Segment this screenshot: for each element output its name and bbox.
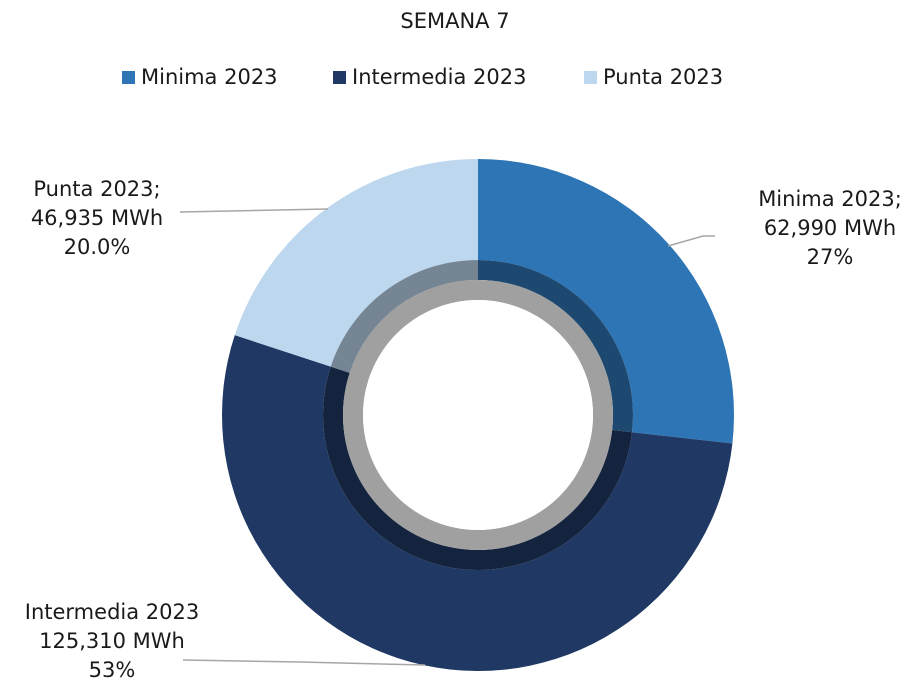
legend-label: Intermedia 2023 <box>352 65 526 89</box>
legend-label: Punta 2023 <box>603 65 723 89</box>
data-label-name: Intermedia 2023 <box>25 600 199 624</box>
legend-swatch <box>333 71 346 84</box>
data-label-name: Punta 2023; <box>33 177 160 201</box>
leader-line <box>668 236 715 246</box>
data-label-value: 125,310 MWh <box>39 629 185 653</box>
leader-line <box>180 209 328 212</box>
data-label-value: 46,935 MWh <box>31 206 163 230</box>
legend-swatch <box>584 71 597 84</box>
data-label-percent: 27% <box>807 245 854 269</box>
legend-label: Minima 2023 <box>141 65 278 89</box>
page: {"chart_data": { "type": "donut", "title… <box>0 0 911 681</box>
data-label-percent: 53% <box>89 658 136 681</box>
data-label-value: 62,990 MWh <box>764 216 896 240</box>
chart: SEMANA 7 Minima 2023 Intermedia 2023 Punta… <box>0 0 911 681</box>
data-label-name: Minima 2023; <box>758 187 902 211</box>
leader-line <box>183 660 425 665</box>
legend-swatch <box>122 71 135 84</box>
donut-hole <box>363 300 593 530</box>
chart-title: SEMANA 7 <box>400 9 509 33</box>
data-label-percent: 20.0% <box>64 235 131 259</box>
